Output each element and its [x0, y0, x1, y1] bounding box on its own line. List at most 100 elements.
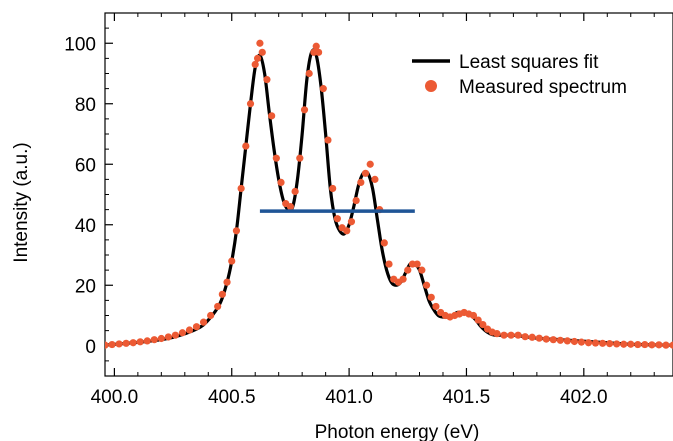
measured-point	[251, 60, 259, 69]
measured-point	[319, 85, 327, 93]
measured-point	[237, 184, 245, 193]
measured-point	[129, 339, 137, 347]
measured-point	[620, 340, 628, 348]
x-tick-label: 400.5	[208, 387, 256, 408]
legend-label-measured: Measured spectrum	[459, 77, 627, 98]
measured-point	[549, 336, 557, 344]
measured-point	[305, 69, 313, 78]
measured-point	[228, 257, 236, 265]
measured-point	[171, 331, 180, 339]
measured-point	[192, 323, 201, 331]
measured-point	[413, 260, 421, 268]
measured-point	[432, 302, 440, 311]
measured-point	[232, 227, 241, 235]
measured-point	[418, 266, 426, 274]
measured-point	[606, 340, 614, 348]
measured-point	[223, 278, 231, 286]
measured-point	[246, 100, 255, 108]
x-tick-labels: 400.0 400.5 401.0 401.5 402.0	[91, 387, 608, 408]
measured-point	[164, 333, 172, 341]
measured-point	[115, 340, 123, 348]
measured-point	[291, 187, 299, 196]
y-tick-label: 0	[85, 337, 96, 358]
measured-point	[422, 281, 431, 289]
measured-point	[535, 334, 543, 342]
measured-point	[268, 112, 276, 120]
measured-point	[563, 337, 571, 345]
measured-point	[570, 337, 579, 346]
measured-point	[214, 302, 222, 311]
measured-point	[469, 311, 478, 320]
measured-point	[385, 260, 393, 268]
measured-point	[347, 218, 356, 226]
measured-point	[500, 331, 508, 339]
measured-point	[258, 48, 266, 56]
measured-point	[199, 318, 208, 326]
measured-point	[371, 175, 379, 183]
measured-point	[404, 266, 412, 274]
y-tick-label: 40	[75, 216, 96, 237]
x-tick-label: 401.0	[325, 387, 373, 408]
y-tick-labels: 0 20 40 60 80 100	[64, 34, 96, 358]
legend: Least squares fit Measured spectrum	[412, 52, 627, 98]
measured-point	[598, 339, 607, 347]
measured-point	[296, 154, 304, 162]
measured-point	[314, 48, 323, 56]
measured-point	[105, 341, 109, 349]
y-tick-label: 100	[64, 34, 96, 55]
measured-point	[324, 136, 332, 144]
measured-point	[136, 338, 144, 346]
measured-point	[479, 320, 487, 329]
measured-point	[474, 316, 482, 324]
measured-point	[242, 142, 250, 150]
axis-ticks	[105, 12, 655, 377]
measured-point	[185, 326, 194, 334]
measured-point	[634, 340, 642, 349]
plot-area	[104, 12, 673, 377]
y-axis-title: Intensity (a.u.)	[11, 142, 32, 262]
measured-point	[427, 293, 435, 301]
measured-point	[108, 340, 116, 349]
measured-point	[263, 75, 271, 84]
measured-point	[207, 311, 215, 320]
measured-point	[157, 334, 165, 343]
x-tick-label: 402.0	[560, 387, 608, 408]
y-tick-label: 80	[75, 95, 96, 116]
measured-point	[528, 333, 536, 341]
measured-point	[361, 169, 370, 177]
x-tick-label: 400.0	[91, 387, 139, 408]
measured-point	[591, 339, 600, 347]
x-axis-title: Photon energy (eV)	[315, 422, 480, 441]
measured-point	[272, 154, 280, 162]
measured-point	[366, 160, 374, 168]
measured-point	[122, 339, 130, 347]
measured-point	[662, 341, 670, 349]
measured-point	[312, 42, 320, 50]
measured-point	[333, 215, 341, 223]
measured-point	[641, 340, 649, 349]
measured-point	[300, 106, 309, 114]
x-tick-label: 401.5	[443, 387, 491, 408]
measured-point	[380, 239, 388, 247]
y-tick-label: 20	[75, 276, 96, 297]
measured-point	[352, 196, 360, 205]
measured-point	[584, 339, 593, 347]
measured-point	[286, 203, 295, 211]
measured-point	[507, 331, 515, 339]
measured-point	[256, 39, 264, 47]
measured-point	[514, 331, 522, 339]
measured-point	[542, 335, 550, 343]
measured-point	[577, 338, 586, 346]
measured-point	[399, 275, 407, 283]
measured-point	[613, 340, 621, 348]
measured-point	[556, 336, 564, 344]
measured-point	[648, 341, 656, 349]
measured-point	[627, 340, 635, 348]
measured-point	[218, 290, 226, 298]
legend-label-fit: Least squares fit	[459, 52, 599, 73]
measured-point	[253, 54, 262, 62]
measured-point	[329, 184, 337, 193]
measured-point	[277, 178, 285, 186]
measured-point	[143, 337, 151, 345]
measured-point	[343, 227, 351, 235]
